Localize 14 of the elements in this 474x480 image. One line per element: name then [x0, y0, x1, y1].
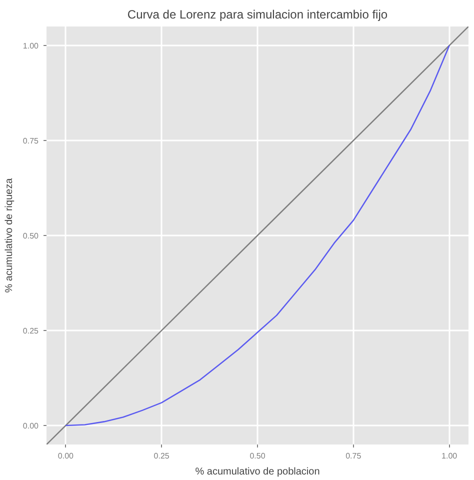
- y-tick-label: 1.00: [22, 42, 40, 50]
- y-tick-label: 0.50: [22, 232, 40, 240]
- y-tick-label: 0.75: [22, 136, 40, 146]
- y-tick-label: 0.00: [22, 422, 40, 430]
- x-axis-title: % acumulativo de poblacion: [195, 466, 320, 478]
- x-tick-label: 1.00: [442, 452, 458, 460]
- x-tick-label: 0.25: [154, 452, 170, 460]
- chart-title: Curva de Lorenz para simulacion intercambio fijo: [127, 8, 388, 22]
- x-tick-label: 0.00: [58, 452, 74, 460]
- line-series: [65, 44, 450, 426]
- y-tick-label: 0.25: [22, 326, 40, 336]
- x-tick-label: 0.50: [250, 452, 266, 460]
- x-tick-label: 0.75: [346, 452, 362, 460]
- y-axis-title: % acumulativo de riqueza: [4, 178, 15, 293]
